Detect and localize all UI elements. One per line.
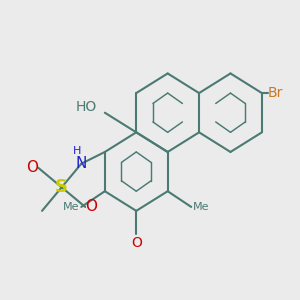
Text: Me: Me [63, 202, 79, 212]
Text: H: H [73, 146, 82, 156]
Text: Br: Br [268, 86, 283, 100]
Text: O: O [131, 236, 142, 250]
Text: Me: Me [193, 202, 210, 212]
Text: O: O [85, 200, 97, 214]
Text: N: N [76, 156, 87, 171]
Text: HO: HO [76, 100, 97, 114]
Text: O: O [26, 160, 38, 175]
Text: S: S [55, 178, 68, 196]
